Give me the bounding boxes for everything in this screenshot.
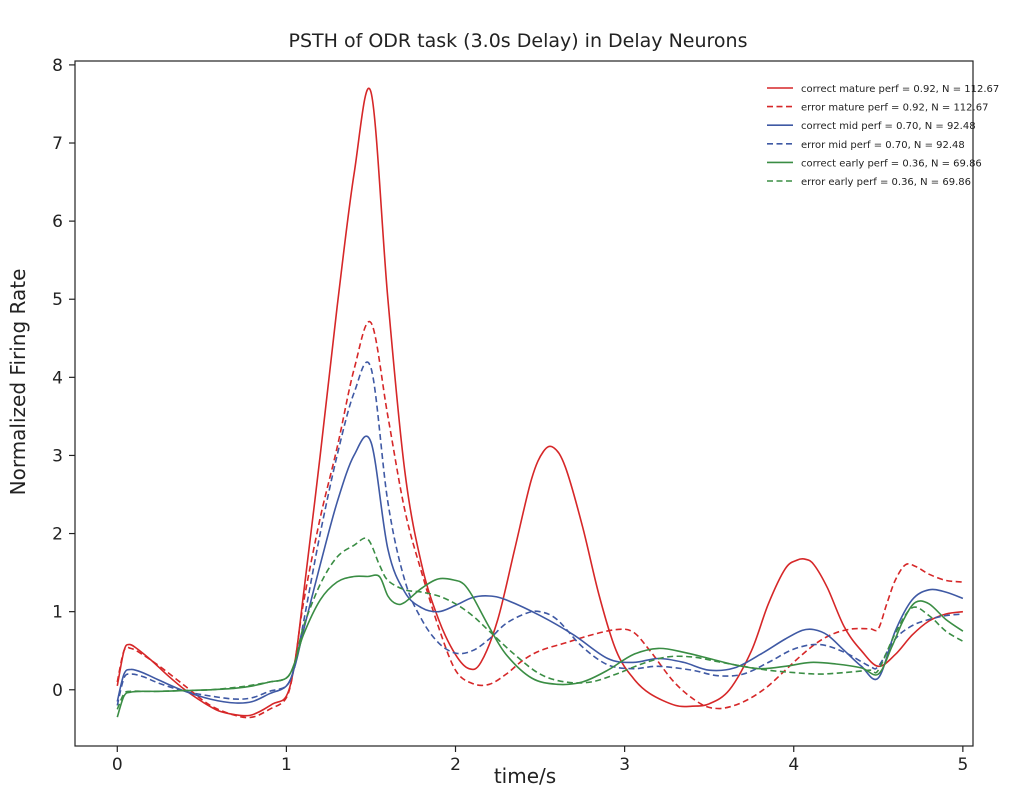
y-axis-label: Normalized Firing Rate	[6, 268, 30, 496]
legend-label: correct mature perf = 0.92, N = 112.67	[801, 84, 999, 95]
x-tick-label: 5	[957, 755, 968, 775]
series-line-5	[116, 537, 964, 710]
x-tick-label: 3	[619, 755, 630, 775]
legend-label: error early perf = 0.36, N = 69.86	[801, 177, 971, 188]
chart-title: PSTH of ODR task (3.0s Delay) in Delay N…	[288, 30, 748, 52]
y-tick-label: 0	[52, 681, 63, 701]
series-line-3	[116, 361, 963, 706]
x-tick-label: 0	[112, 755, 123, 775]
series-line-0	[116, 87, 963, 717]
y-tick-label: 5	[52, 290, 63, 310]
x-axis-ticks: 0 1 2 3 4 5	[112, 746, 968, 775]
x-tick-label: 4	[788, 755, 799, 775]
y-tick-label: 2	[52, 525, 63, 545]
series-line-4	[116, 574, 964, 718]
y-tick-label: 7	[52, 134, 63, 154]
y-tick-label: 1	[52, 603, 63, 623]
y-tick-label: 6	[52, 212, 63, 232]
series-line-1	[116, 320, 963, 719]
x-tick-label: 1	[281, 755, 292, 775]
plot-frame	[74, 60, 974, 747]
x-axis-label: time/s	[493, 764, 557, 788]
x-tick-label: 2	[450, 755, 461, 775]
y-tick-label: 3	[52, 446, 63, 466]
legend-label: correct mid perf = 0.70, N = 92.48	[801, 121, 976, 132]
y-axis-ticks: 0 1 2 3 4 5 6 7 8	[52, 56, 75, 701]
legend: correct mature perf = 0.92, N = 112.67 er…	[767, 84, 999, 188]
y-axis-label-wrap: Normalized Firing Rate	[6, 269, 48, 496]
y-tick-label: 8	[52, 56, 63, 76]
legend-label: correct early perf = 0.36, N = 69.86	[801, 158, 982, 169]
y-tick-label: 4	[52, 368, 63, 388]
series-line-2	[116, 435, 964, 704]
series-lines	[116, 87, 964, 719]
legend-label: error mid perf = 0.70, N = 92.48	[801, 140, 965, 151]
legend-label: error mature perf = 0.92, N = 112.67	[801, 103, 988, 114]
